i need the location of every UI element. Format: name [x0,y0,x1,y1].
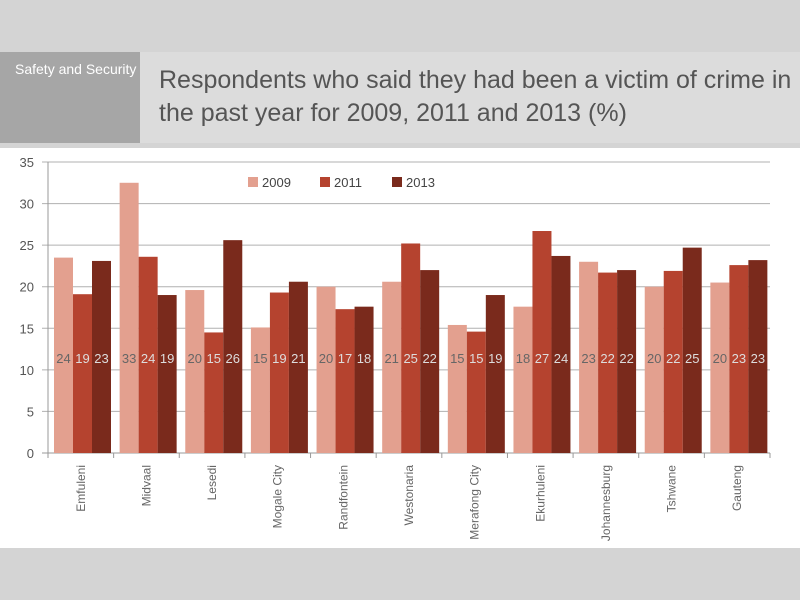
legend-label: 2009 [262,175,291,190]
bar-2009 [185,290,205,453]
x-tick-label: Lesedi [205,465,219,500]
data-label: 23 [732,351,746,366]
data-label: 19 [75,351,89,366]
bar-2013 [223,240,243,453]
bar-2009 [447,324,467,453]
bar-2009 [54,257,73,453]
data-label: 21 [384,351,398,366]
bar-2011 [466,331,486,453]
data-label: 18 [357,351,371,366]
y-tick-label: 30 [20,197,34,212]
data-label: 20 [188,351,202,366]
bar-2011 [598,272,618,453]
bar-2013 [288,281,308,453]
data-label: 25 [403,351,417,366]
data-label: 27 [535,351,549,366]
x-tick-label: Midvaal [139,465,153,506]
x-tick-label: Ekurhuleni [533,465,547,522]
x-tick-label: Tshwane [665,465,679,513]
bar-2009 [119,182,139,453]
x-tick-label: Gauteng [730,465,744,511]
data-label: 33 [122,351,136,366]
legend-swatch-2009 [248,177,258,187]
data-label: 26 [226,351,240,366]
data-label: 19 [272,351,286,366]
bar-2011 [729,265,749,453]
bar-2011 [335,309,355,453]
bar-2011 [269,292,289,453]
data-label: 25 [685,351,699,366]
data-label: 17 [338,351,352,366]
data-label: 20 [647,351,661,366]
data-label: 21 [291,351,305,366]
data-label: 22 [666,351,680,366]
section-label: Safety and Security [0,52,140,143]
x-tick-label: Merafong City [468,465,482,540]
bar-2009 [710,282,730,453]
y-tick-label: 5 [27,404,34,419]
y-tick-label: 20 [20,280,34,295]
x-tick-label: Emfuleni [74,465,88,512]
data-label: 23 [751,351,765,366]
y-tick-label: 25 [20,238,34,253]
data-label: 24 [141,351,155,366]
y-tick-label: 0 [27,446,34,461]
chart-title: Respondents who said they had been a vic… [159,66,792,127]
bar-2009 [644,286,664,453]
bar-2009 [579,261,599,453]
bar-2011 [401,243,421,453]
bar-2013 [551,255,571,453]
bar-2013 [92,260,111,453]
data-label: 19 [160,351,174,366]
bar-2013 [485,295,505,453]
data-label: 19 [488,351,502,366]
bar-chart: 0 5 10 15 20 25 30 35 24 19 23 Emfuleni 33 24 19 Midvaa… [20,155,771,541]
data-label: 22 [422,351,436,366]
bar-2013 [748,260,768,453]
data-label: 15 [253,351,267,366]
data-label: 15 [207,351,221,366]
data-label: 15 [469,351,483,366]
legend-label: 2011 [334,175,362,190]
bar-2009 [513,306,533,453]
bar-2011 [204,332,224,453]
data-label: 23 [94,351,108,366]
x-tick-label: Randfontein [336,465,350,530]
y-tick-label: 35 [20,155,34,170]
data-label: 24 [56,351,70,366]
legend-swatch-2013 [392,177,402,187]
y-tick-label: 10 [20,363,34,378]
bar-2013 [682,247,702,453]
title-band: Respondents who said they had been a vic… [140,52,800,143]
legend-label: 2013 [406,175,435,190]
bar-2013 [617,270,637,453]
bar-2011 [663,270,683,453]
legend-swatch-2011 [320,177,330,187]
data-label: 18 [516,351,530,366]
x-tick-label: Johannesburg [599,465,613,541]
data-label: 23 [581,351,595,366]
bar-2009 [316,286,336,453]
bar-2013 [157,295,177,453]
x-tick-label: Westonaria [402,465,416,526]
bar-2013 [420,270,440,453]
chart-area: 0 5 10 15 20 25 30 35 24 19 23 Emfuleni 33 24 19 Midvaa… [0,148,800,548]
x-tick-label: Mogale City [271,465,285,528]
bar-2011 [138,256,158,453]
y-tick-label: 15 [20,321,34,336]
bar-2011 [532,231,552,453]
data-label: 20 [713,351,727,366]
data-label: 15 [450,351,464,366]
data-label: 24 [554,351,568,366]
bar-2009 [250,327,270,453]
bar-2011 [73,294,92,453]
bar-2013 [354,306,374,453]
data-label: 22 [600,351,614,366]
bar-2009 [382,281,402,453]
data-label: 20 [319,351,333,366]
data-label: 22 [619,351,633,366]
